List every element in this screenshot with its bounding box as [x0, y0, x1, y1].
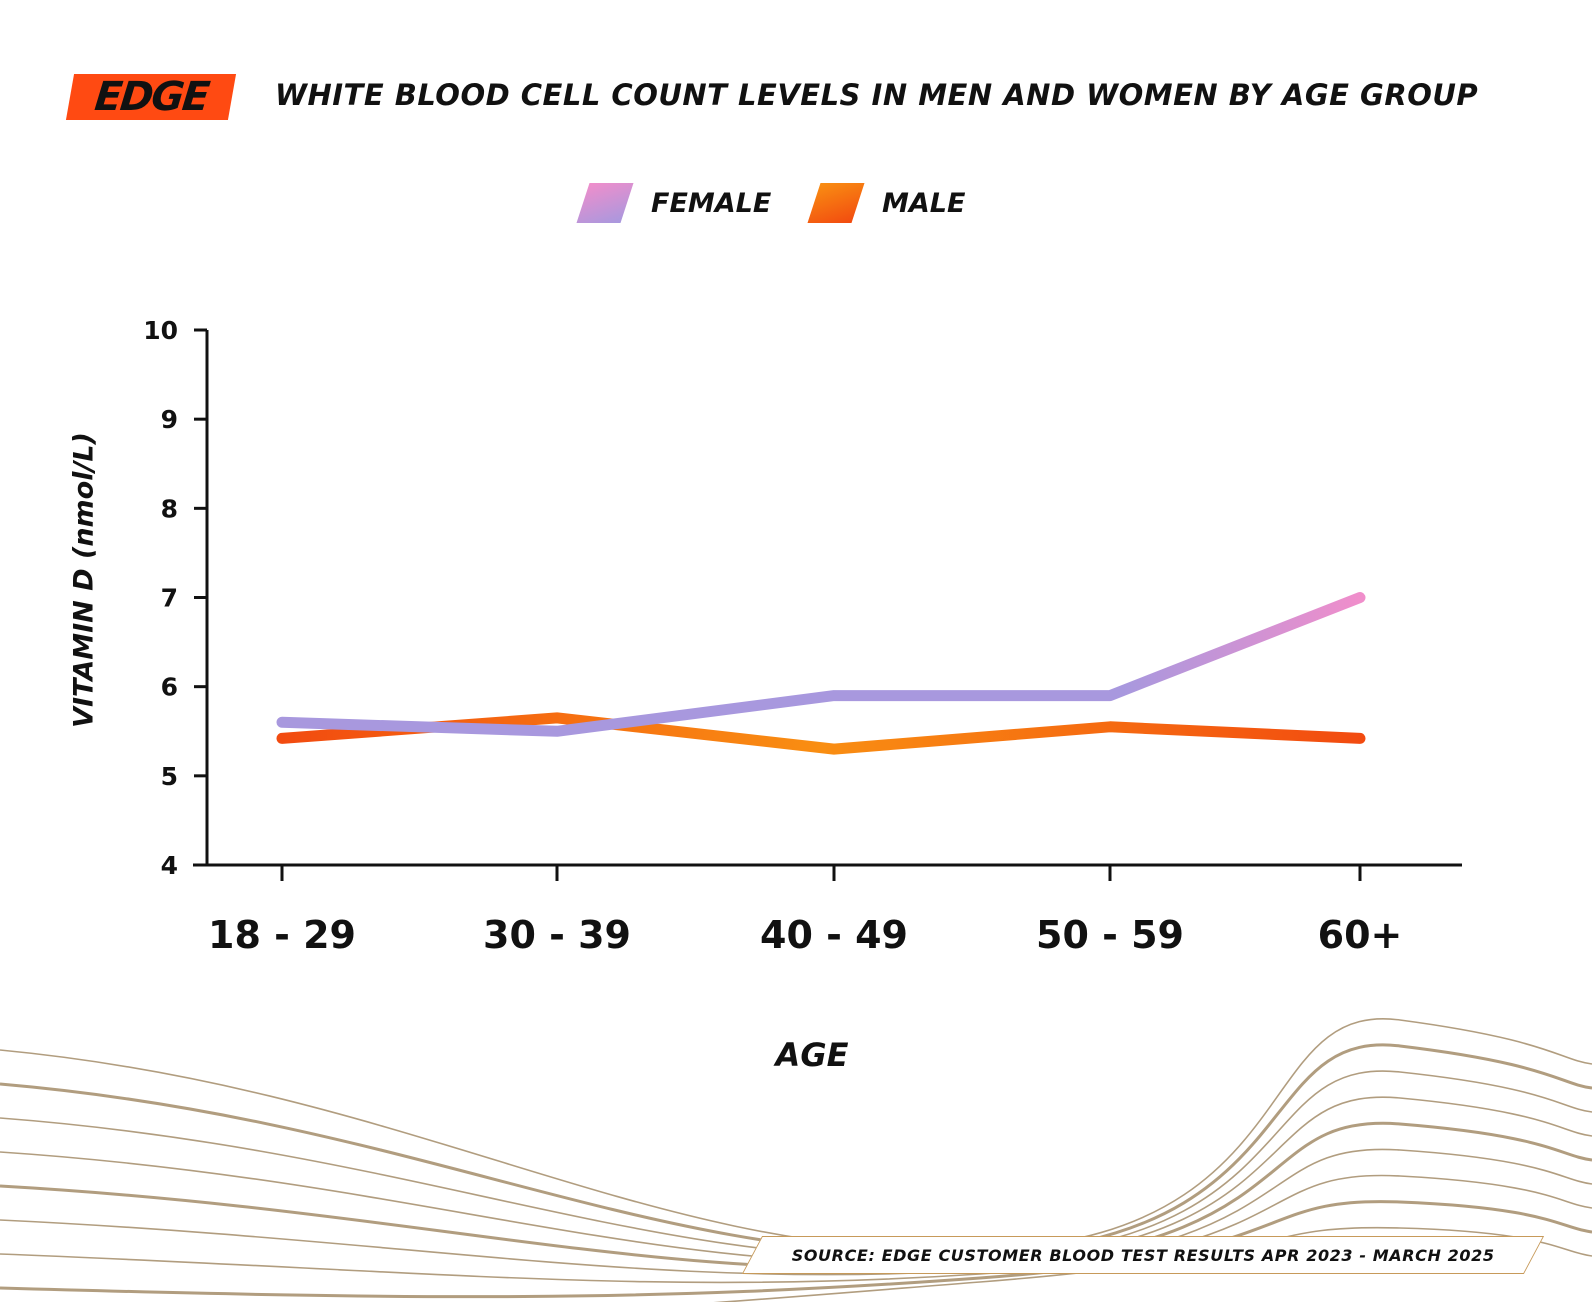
y-tick-label: 5 — [161, 762, 178, 791]
legend-item-female: FEMALE — [576, 183, 772, 223]
female-point-2 — [829, 690, 840, 701]
female-point-1 — [552, 726, 563, 737]
legend-label-male: MALE — [882, 187, 966, 219]
male-point-0 — [277, 733, 288, 744]
y-tick-label: 10 — [143, 316, 178, 345]
wave-line — [0, 1043, 1592, 1257]
y-tick-label: 6 — [161, 673, 178, 702]
chart-title: WHITE BLOOD CELL COUNT LEVELS IN MEN AND… — [275, 78, 1479, 112]
legend-item-male: MALE — [807, 183, 966, 223]
chart-legend: FEMALE MALE — [0, 183, 1592, 227]
male-point-4 — [1355, 733, 1366, 744]
x-tick-label: 18 - 29 — [208, 913, 356, 957]
x-tick-label: 60+ — [1318, 913, 1403, 957]
source-text: SOURCE: EDGE CUSTOMER BLOOD TEST RESULTS… — [791, 1245, 1495, 1265]
wave-line — [0, 1018, 1592, 1252]
y-tick-label: 4 — [161, 851, 178, 880]
female-series-line — [276, 592, 1366, 737]
y-tick-label: 9 — [161, 405, 178, 434]
female-point-3 — [1105, 690, 1116, 701]
male-point-2 — [829, 744, 840, 755]
y-tick-label: 7 — [161, 584, 178, 613]
female-point-4 — [1355, 592, 1366, 603]
x-tick-label: 30 - 39 — [483, 913, 631, 957]
legend-label-female: FEMALE — [651, 187, 772, 219]
x-tick-label: 40 - 49 — [760, 913, 908, 957]
y-axis-title: VITAMIN D (nmol/L) — [68, 432, 100, 728]
x-axis-title: AGE — [775, 1036, 849, 1074]
female-point-0 — [277, 717, 288, 728]
x-tick-label: 50 - 59 — [1036, 913, 1184, 957]
male-point-1 — [552, 712, 563, 723]
y-tick-label: 8 — [161, 494, 178, 523]
male-point-3 — [1105, 721, 1116, 732]
source-note: SOURCE: EDGE CUSTOMER BLOOD TEST RESULTS… — [741, 1236, 1545, 1274]
wave-line — [0, 1070, 1592, 1260]
